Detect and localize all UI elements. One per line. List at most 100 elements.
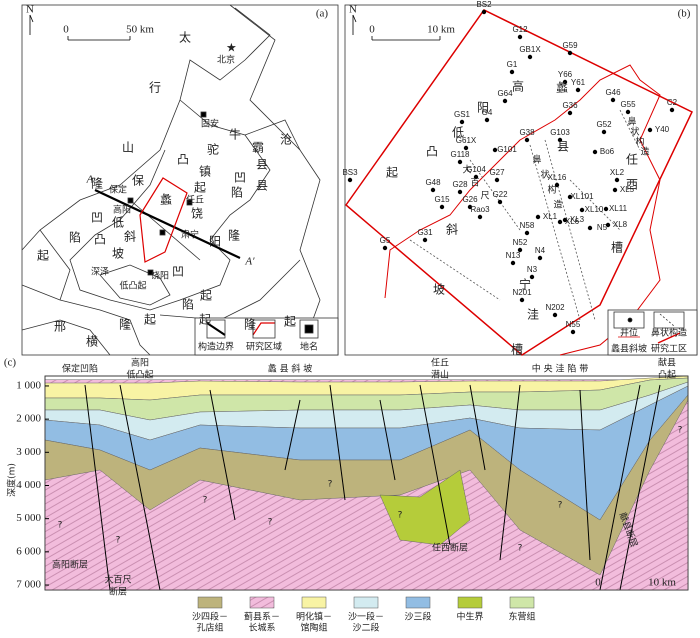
label: 任 xyxy=(626,153,638,167)
well xyxy=(575,87,581,93)
well xyxy=(422,237,428,243)
label: 起 xyxy=(200,289,212,303)
legend-swatch xyxy=(197,596,223,609)
well xyxy=(562,217,568,223)
well xyxy=(554,182,560,188)
label: G36 xyxy=(562,101,578,110)
label: 研究区域 xyxy=(246,341,282,353)
well xyxy=(562,79,568,85)
label: G104 xyxy=(466,165,486,174)
label: G4 xyxy=(482,108,493,117)
label: ? xyxy=(58,521,63,531)
label: 凸起 xyxy=(658,370,676,381)
label: BS3 xyxy=(342,168,358,177)
label: G5 xyxy=(380,236,391,245)
label: 隆 xyxy=(119,317,131,332)
label: N13 xyxy=(506,251,521,260)
label: G46 xyxy=(605,88,621,97)
label: 起 xyxy=(284,315,296,329)
label: A′ xyxy=(244,256,255,268)
well xyxy=(457,189,463,195)
label: 隆 xyxy=(228,228,240,243)
label: 3 000 xyxy=(16,446,41,458)
label: (a) xyxy=(316,8,329,20)
label: 造 xyxy=(640,146,649,158)
label: 鼻 xyxy=(627,116,636,128)
label: G101 xyxy=(497,145,517,154)
label: 尺 xyxy=(480,191,489,202)
label: 牛 xyxy=(229,127,241,142)
label: 构造边界 xyxy=(198,341,234,353)
label: G1 xyxy=(507,60,518,69)
label: A xyxy=(86,174,94,186)
label: 献县 xyxy=(658,357,676,369)
label: N58 xyxy=(520,221,535,230)
label: G103 xyxy=(550,128,570,137)
well xyxy=(612,187,618,193)
label: 县 xyxy=(256,158,268,172)
fault xyxy=(579,389,591,561)
section-layers xyxy=(44,375,689,591)
label: G15 xyxy=(434,195,450,204)
well xyxy=(587,225,593,231)
fault xyxy=(209,389,236,521)
fault xyxy=(499,384,521,561)
well xyxy=(517,34,523,40)
label: 行 xyxy=(149,81,161,95)
label: 起 xyxy=(37,249,49,263)
fault xyxy=(379,399,396,481)
label: 隆 xyxy=(91,176,103,191)
label: 任西断层 xyxy=(432,542,468,554)
label: 低凸起 xyxy=(119,280,146,292)
well xyxy=(570,329,576,335)
label: 沧 xyxy=(280,132,292,147)
label: GB1X xyxy=(519,45,541,54)
well xyxy=(647,127,653,133)
well xyxy=(529,274,535,280)
label: (b) xyxy=(678,8,691,20)
label: XL3 xyxy=(570,215,585,224)
label: G26 xyxy=(462,195,478,204)
label: ? xyxy=(268,518,273,528)
label: 50 km xyxy=(126,24,154,36)
label: ? xyxy=(678,426,683,436)
fault xyxy=(599,384,641,591)
label: 沙二段 xyxy=(352,622,379,634)
label: 槽 xyxy=(511,343,523,357)
label: 横 xyxy=(86,335,98,349)
label: 沙三段 xyxy=(404,611,431,623)
label: 蠡县斜坡 xyxy=(611,343,647,355)
label: BS2 xyxy=(476,0,492,9)
label: 0 xyxy=(369,24,375,36)
well xyxy=(579,207,585,213)
label: C2 xyxy=(667,98,678,107)
label: XL6 xyxy=(565,217,580,226)
label: 沙一段－ xyxy=(348,611,384,623)
label: 北京 xyxy=(217,54,235,66)
well xyxy=(477,214,483,220)
label: 固安 xyxy=(201,118,219,130)
label: 1 000 xyxy=(16,379,41,391)
well xyxy=(557,137,563,143)
label: 0 xyxy=(63,24,69,36)
label: XL10 xyxy=(585,205,604,214)
well xyxy=(492,147,498,153)
legend-swatch xyxy=(405,596,431,609)
label: 研究工区 xyxy=(651,343,687,355)
label: ? xyxy=(518,544,523,554)
label: XL8 xyxy=(613,220,628,229)
label: ? xyxy=(116,536,121,546)
label: 保定 xyxy=(109,184,127,196)
svg-text:★: ★ xyxy=(226,41,237,55)
label: 县 xyxy=(557,140,569,154)
label: G27 xyxy=(489,168,505,177)
label: 10 km xyxy=(648,577,676,589)
label: 坡 xyxy=(433,283,445,297)
label: 孔店组 xyxy=(196,622,223,634)
label: ? xyxy=(328,480,333,490)
label: 高阳断层 xyxy=(52,559,88,571)
label: 百 xyxy=(470,178,479,189)
label: 地名 xyxy=(300,341,318,353)
label: G55 xyxy=(620,100,636,109)
label: 斜 xyxy=(124,230,136,244)
